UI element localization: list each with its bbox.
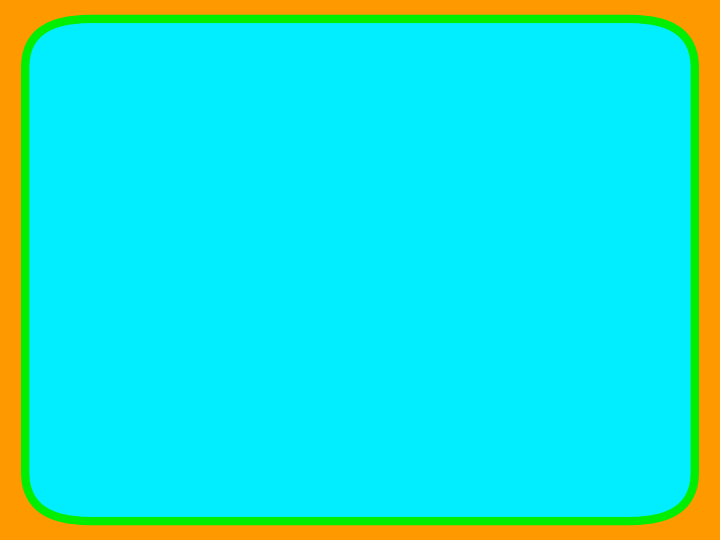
- FancyBboxPatch shape: [72, 170, 264, 239]
- Text: DS3 (T3): DS3 (T3): [86, 400, 174, 418]
- FancyBboxPatch shape: [72, 307, 264, 375]
- Text: Number of
Voice Circuits: Number of Voice Circuits: [297, 131, 423, 170]
- FancyBboxPatch shape: [264, 170, 456, 239]
- FancyBboxPatch shape: [456, 375, 648, 443]
- Text: CSIT560 by M. Hamdi: CSIT560 by M. Hamdi: [277, 498, 443, 512]
- Text: 1: 1: [354, 195, 366, 213]
- Text: 672: 672: [341, 400, 379, 418]
- FancyBboxPatch shape: [72, 239, 264, 307]
- FancyBboxPatch shape: [264, 239, 456, 307]
- FancyBboxPatch shape: [72, 375, 264, 443]
- Text: 55: 55: [659, 497, 680, 512]
- FancyBboxPatch shape: [72, 130, 264, 170]
- FancyBboxPatch shape: [456, 130, 648, 170]
- Text: 44.736 Mb/s: 44.736 Mb/s: [490, 400, 614, 418]
- Text: Designation: Designation: [112, 141, 224, 159]
- FancyBboxPatch shape: [264, 375, 456, 443]
- Text: Bandwidth: Bandwidth: [502, 141, 602, 159]
- Text: 1.544 Mb/s: 1.544 Mb/s: [496, 264, 608, 281]
- FancyBboxPatch shape: [456, 307, 648, 375]
- FancyBboxPatch shape: [456, 239, 648, 307]
- Text: 64 kb/s: 64 kb/s: [516, 195, 589, 213]
- Text: DS (telephone carrier) Data Rates: DS (telephone carrier) Data Rates: [68, 42, 652, 71]
- FancyBboxPatch shape: [264, 307, 456, 375]
- Text: 6.312 Mb/s: 6.312 Mb/s: [496, 332, 608, 349]
- FancyBboxPatch shape: [456, 170, 648, 239]
- Text: DS1 (T1): DS1 (T1): [86, 264, 174, 281]
- Text: 96: 96: [348, 332, 372, 349]
- Text: DS0: DS0: [86, 195, 127, 213]
- FancyBboxPatch shape: [264, 130, 456, 170]
- Text: 24: 24: [348, 264, 372, 281]
- Text: DS2 (T2): DS2 (T2): [86, 332, 174, 349]
